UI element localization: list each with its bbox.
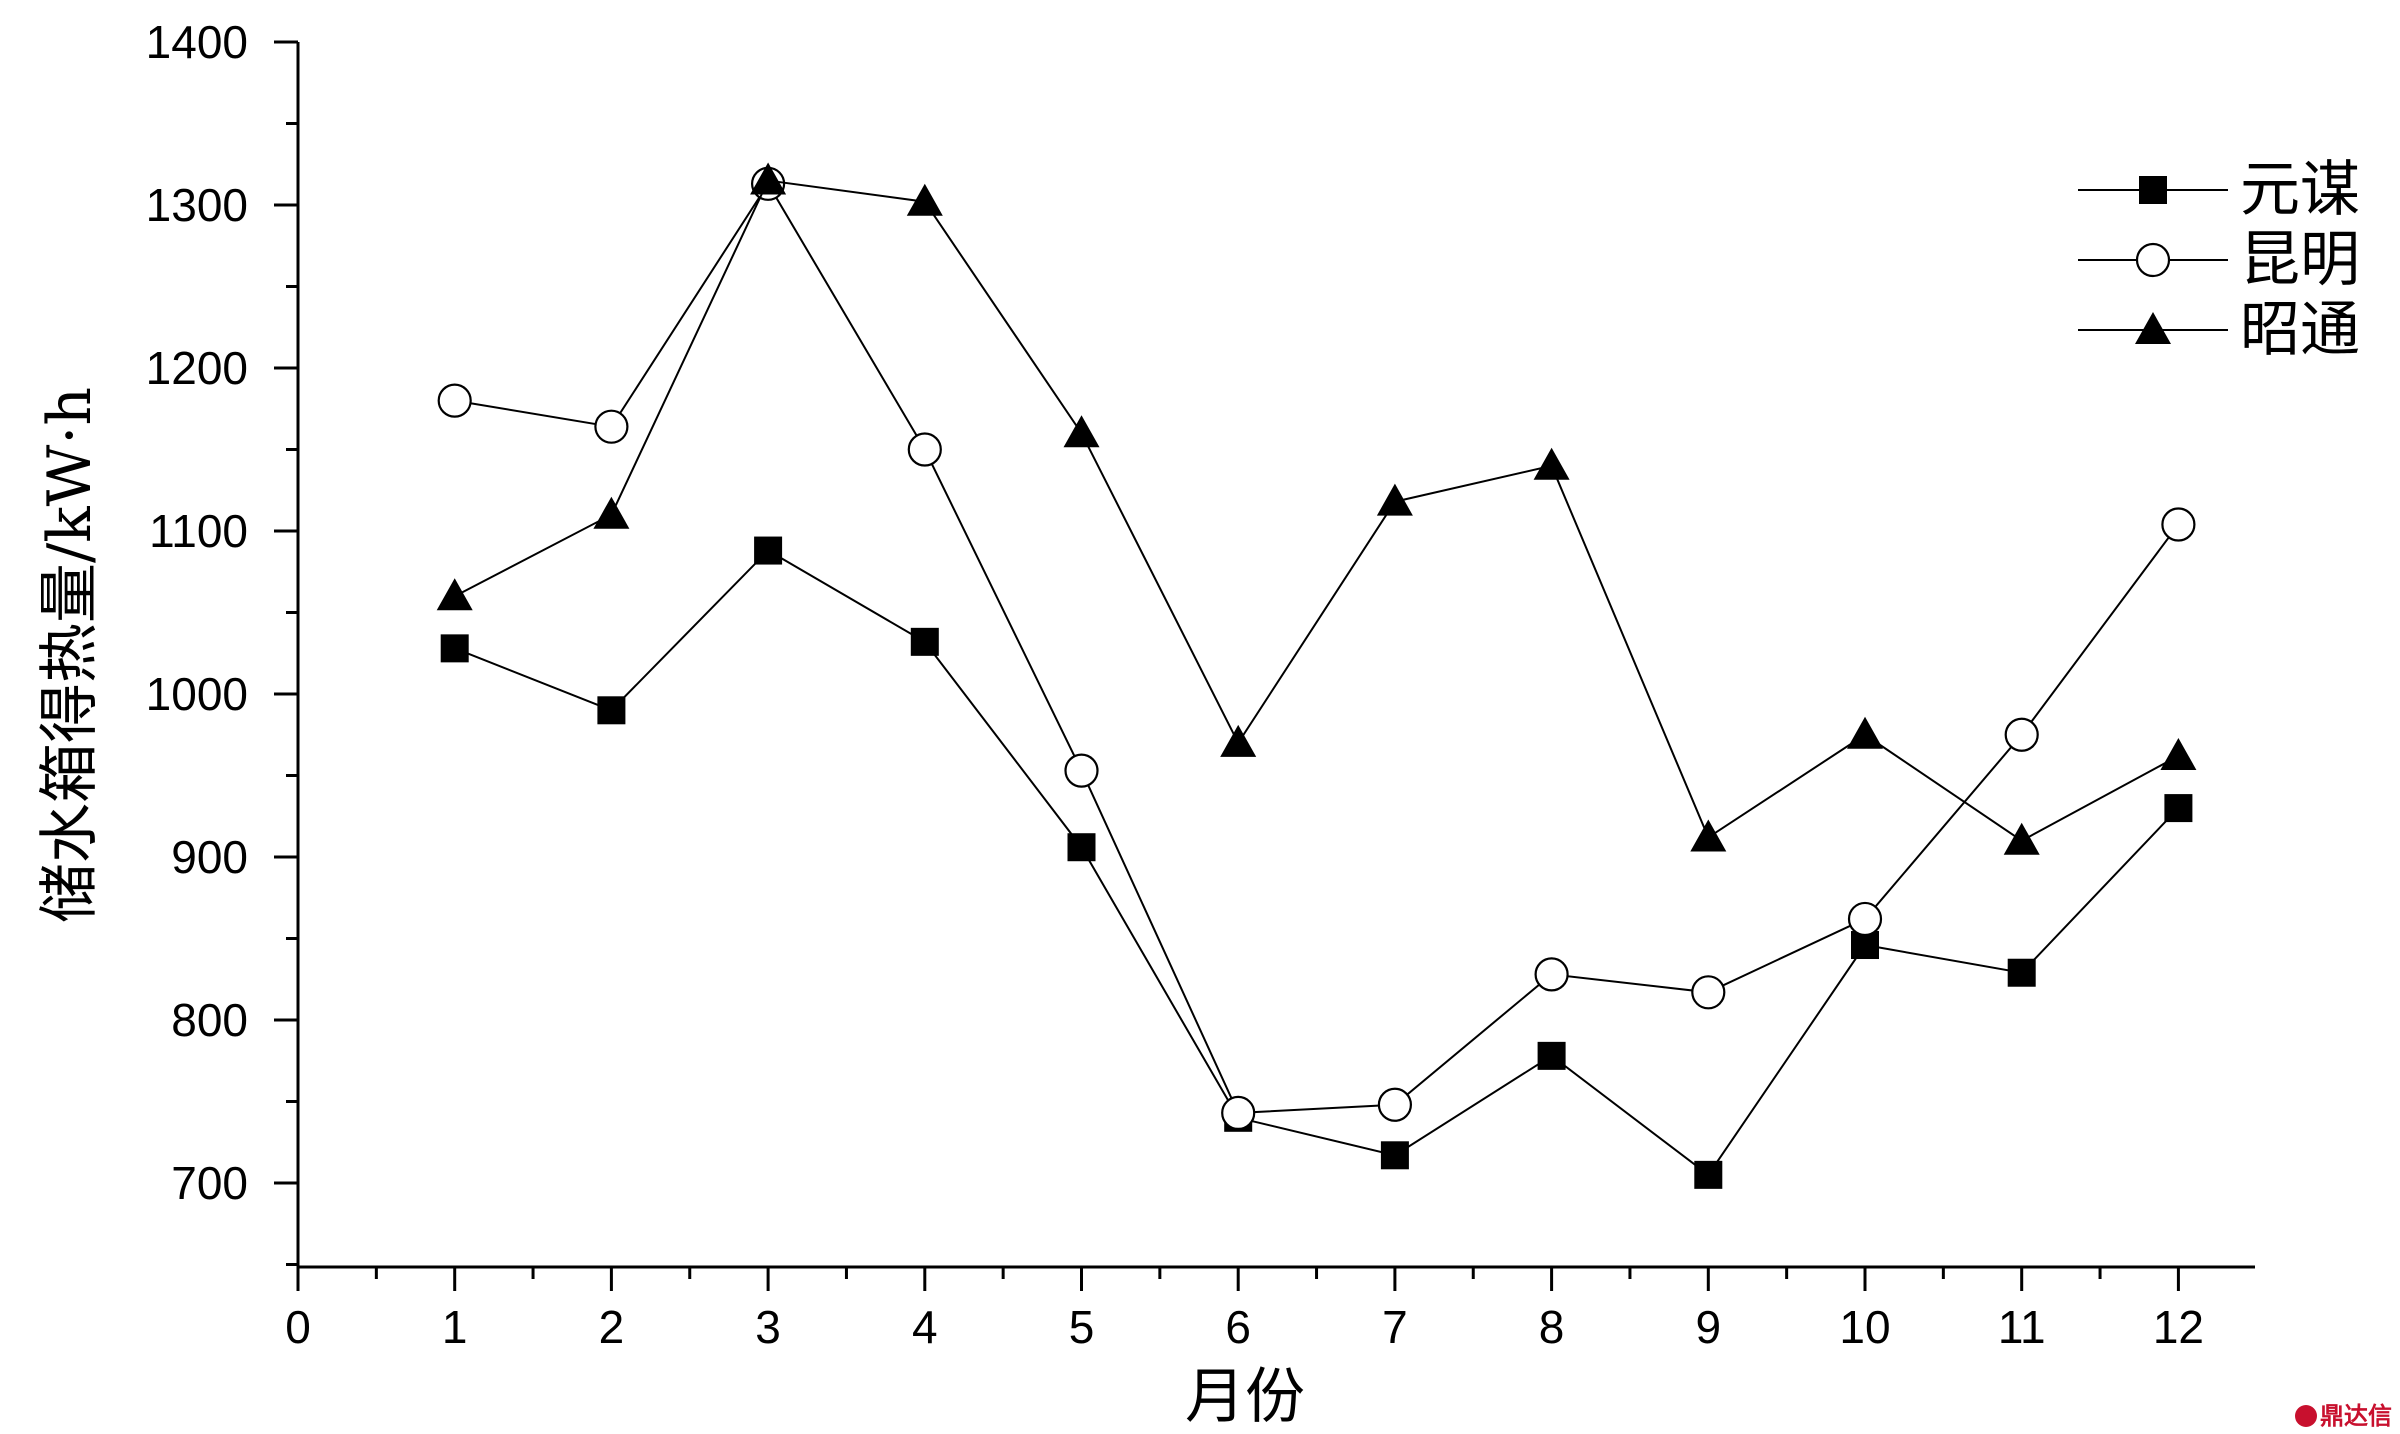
x-tick-label: 9: [1696, 1301, 1722, 1353]
data-point: [1377, 1087, 1413, 1122]
data-point: [1533, 447, 1570, 480]
x-tick-label: 3: [755, 1301, 781, 1353]
data-point: [1534, 957, 1569, 992]
data-point: [437, 383, 472, 418]
legend-marker: [2139, 176, 2167, 204]
y-tick-label: 800: [171, 994, 248, 1046]
data-point: [1220, 724, 1257, 757]
data-point: [2004, 717, 2039, 752]
data-point: [436, 578, 473, 611]
legend-marker: [2135, 242, 2171, 278]
x-tick-label: 12: [2153, 1301, 2204, 1353]
y-tick-label: 1400: [146, 16, 248, 68]
y-tick-label: 1200: [146, 342, 248, 394]
y-tick-label: 700: [171, 1157, 248, 1209]
x-tick-label: 0: [285, 1301, 311, 1353]
data-point: [1537, 1041, 1566, 1070]
x-tick-label: 11: [1998, 1301, 2046, 1353]
series-1: [440, 536, 2193, 1189]
data-point: [594, 409, 629, 444]
data-point: [1847, 716, 1883, 749]
data-point: [1690, 819, 1727, 852]
series-3: [436, 162, 2197, 855]
data-point: [1376, 483, 1413, 516]
x-axis-title: 月份: [1185, 1362, 1305, 1432]
y-tick-label: 1300: [146, 179, 248, 231]
data-point: [2003, 822, 2040, 855]
legend-entry: 昆明: [2078, 225, 2360, 295]
data-point: [1064, 753, 1099, 788]
series-2: [437, 166, 2196, 1131]
data-point: [906, 183, 943, 216]
data-point: [1067, 833, 1096, 862]
x-tick-label: 10: [1839, 1301, 1890, 1353]
series-line: [454, 179, 2179, 842]
data-point: [754, 536, 783, 565]
data-point: [2164, 794, 2193, 823]
data-point: [910, 627, 939, 656]
data-point: [593, 496, 630, 529]
x-tick-label: 7: [1382, 1301, 1408, 1353]
x-tick-label: 1: [442, 1301, 468, 1353]
watermark-text: 鼎达信: [2320, 1402, 2392, 1430]
y-tick-label: 900: [171, 831, 248, 883]
series-line: [454, 549, 2180, 1177]
data-point: [1847, 901, 1883, 937]
watermark-logo-icon: [2295, 1405, 2317, 1427]
x-tick-label: 8: [1539, 1301, 1565, 1353]
data-point: [1063, 415, 1100, 448]
series-line: [454, 181, 2180, 1114]
y-tick-label: 1000: [146, 668, 248, 720]
x-tick-label: 6: [1225, 1301, 1251, 1353]
legend-entry: 昭通: [2078, 295, 2360, 365]
data-point: [1691, 975, 1726, 1010]
data-point: [2161, 507, 2196, 542]
legend-label: 昭通: [2240, 295, 2360, 365]
legend-label: 昆明: [2240, 225, 2360, 295]
data-point: [1380, 1141, 1409, 1170]
legend-marker: [2135, 312, 2171, 344]
y-axis-title: 储水箱得热量/kW·h: [35, 387, 105, 923]
x-tick-label: 2: [599, 1301, 625, 1353]
legend-entry: 元谋: [2078, 155, 2360, 225]
data-point: [2007, 958, 2036, 987]
data-point: [750, 162, 787, 195]
series-layer: [436, 162, 2197, 1189]
data-point: [1694, 1160, 1723, 1189]
data-point: [2160, 737, 2197, 770]
data-point: [597, 696, 626, 725]
legend-label: 元谋: [2240, 155, 2360, 225]
x-tick-label: 4: [912, 1301, 938, 1353]
data-point: [440, 634, 469, 663]
data-point: [1221, 1095, 1256, 1131]
watermark: 鼎达信: [2295, 1402, 2392, 1430]
data-point: [907, 432, 942, 467]
y-tick-label: 1100: [149, 505, 248, 557]
x-tick-label: 5: [1069, 1301, 1095, 1353]
